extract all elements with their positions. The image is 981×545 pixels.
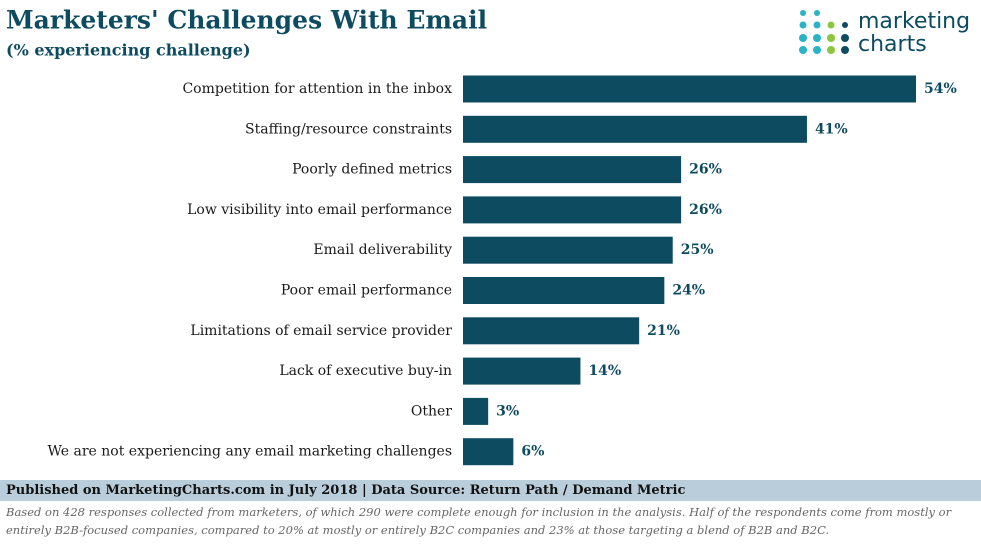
category-label: Poor email performance [281, 283, 452, 299]
value-label: 54% [924, 81, 957, 97]
logo-dots [799, 10, 849, 54]
category-label: Competition for attention in the inbox [182, 81, 452, 97]
bar [463, 317, 640, 345]
bar [463, 236, 673, 264]
bar [463, 156, 682, 184]
chart: Marketers' Challenges With Email (% expe… [6, 6, 970, 466]
category-label: Low visibility into email performance [187, 202, 452, 218]
value-label: 21% [647, 323, 680, 339]
bar [463, 75, 916, 103]
category-label: We are not experiencing any email market… [48, 444, 452, 460]
note: Based on 428 responses collected from ma… [6, 505, 952, 537]
bar [463, 357, 581, 385]
value-label: 26% [689, 202, 722, 218]
bar [463, 115, 807, 143]
logo-text: marketing [858, 9, 970, 34]
category-label: Poorly defined metrics [292, 162, 452, 178]
bar [463, 438, 514, 466]
value-label: 26% [689, 162, 722, 178]
value-label: 41% [815, 121, 848, 137]
category-label: Lack of executive buy-in [279, 363, 452, 379]
value-label: 24% [672, 283, 705, 299]
category-label: Other [411, 403, 452, 419]
category-label: Email deliverability [313, 242, 452, 258]
bar [463, 397, 489, 425]
chart-title: Marketers' Challenges With Email [6, 6, 487, 35]
category-label: Limitations of email service provider [190, 323, 452, 339]
value-label: 3% [496, 403, 519, 419]
category-label: Staffing/resource constraints [245, 121, 452, 137]
value-label: 14% [588, 363, 621, 379]
chart-subtitle: (% experiencing challenge) [6, 41, 251, 60]
bar [463, 277, 665, 304]
source: Published on MarketingCharts.com in July… [0, 480, 981, 501]
value-label: 6% [521, 444, 544, 460]
value-label: 25% [681, 242, 714, 258]
bar [463, 196, 682, 224]
logo-text: charts [858, 32, 927, 57]
